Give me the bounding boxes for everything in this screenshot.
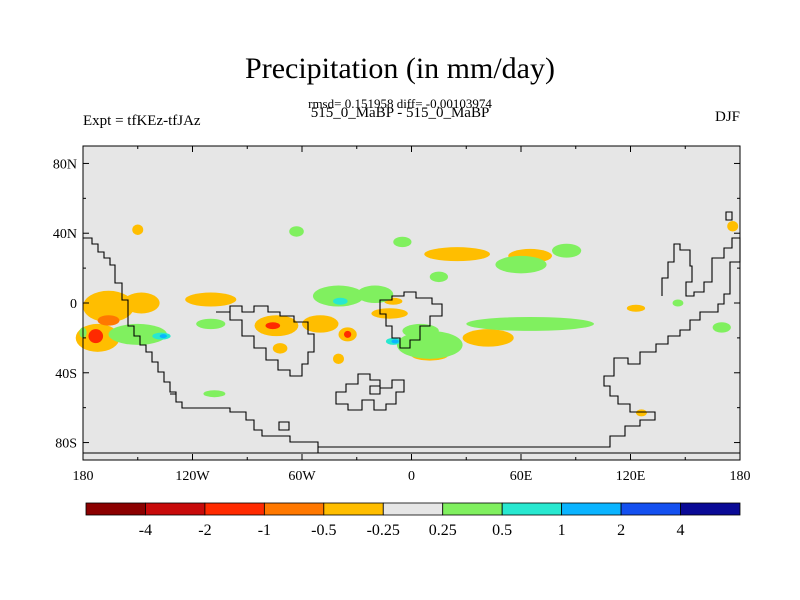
y-tick-label: 40S	[55, 367, 77, 382]
colorbar-label: -0.5	[311, 522, 336, 539]
colorbar-bin	[323, 502, 384, 516]
anomaly-patch	[302, 315, 339, 333]
x-tick-label: 60W	[288, 469, 316, 484]
season-label: DJF	[714, 109, 740, 125]
anomaly-patch	[462, 329, 514, 347]
anomaly-patch	[672, 299, 684, 307]
anomaly-patch	[371, 308, 408, 319]
x-tick-label: 60E	[510, 469, 533, 484]
y-tick-label: 0	[70, 297, 77, 312]
colorbar-label: 2	[617, 522, 625, 539]
anomaly-patch	[196, 318, 226, 330]
anomaly-patch	[333, 297, 348, 305]
x-tick-label: 120W	[175, 469, 210, 484]
colorbar-bin	[204, 502, 265, 516]
colorbar: -4 -2 -1 -0.5 -0.25 0.25 0.5 1 2 4	[85, 502, 741, 539]
latitude-axis: 80N 40N 0 40S 80S	[53, 157, 740, 452]
anomaly-patch	[185, 292, 237, 307]
experiment-label: Expt = tfKEz-tfJAz	[83, 113, 201, 129]
colorbar-label: 4	[677, 522, 685, 539]
longitude-axis: 180 120W 60W 0 60E 120E 180	[73, 146, 751, 484]
anomaly-patch	[727, 221, 739, 232]
anomaly-patch	[552, 243, 582, 258]
y-tick-label: 80N	[53, 157, 77, 172]
anomaly-patch	[466, 316, 594, 331]
anomaly-patch	[265, 322, 281, 330]
anomaly-patch	[391, 339, 399, 344]
x-tick-label: 180	[730, 469, 751, 484]
x-tick-label: 120E	[616, 469, 646, 484]
anomaly-patch	[626, 304, 646, 312]
colorbar-bin	[85, 502, 146, 516]
anomaly-patch	[108, 323, 167, 345]
chart-subtitle: 515_0_MaBP - 515_0_MaBP	[310, 105, 490, 121]
anomaly-patch	[402, 323, 439, 338]
anomaly-patch	[123, 292, 160, 314]
anomaly-patch	[333, 353, 344, 365]
colorbar-label: -4	[139, 522, 152, 539]
x-tick-label: 0	[408, 469, 415, 484]
anomaly-patch	[289, 226, 304, 237]
anomaly-patch	[429, 271, 448, 283]
y-tick-label: 40N	[53, 227, 77, 242]
colorbar-label: 1	[558, 522, 566, 539]
anomaly-patch	[356, 285, 394, 303]
y-tick-label: 80S	[55, 437, 77, 452]
anomaly-patch	[88, 329, 104, 344]
anomaly-patch	[83, 290, 135, 323]
colorbar-label: -0.25	[367, 522, 400, 539]
x-tick-label: 180	[73, 469, 94, 484]
rmsd-diff-stats: rmsd= 0.151958 diff= -0.00103974	[308, 96, 492, 111]
anomaly-patch	[396, 330, 463, 359]
colorbar-bin	[680, 502, 741, 516]
coastline-outline	[83, 211, 741, 454]
colorbar-label: 0.5	[492, 522, 512, 539]
anomaly-patch	[159, 334, 167, 339]
anomaly-patches	[75, 221, 739, 417]
colorbar-bin	[561, 502, 622, 516]
colorbar-bin	[620, 502, 681, 516]
colorbar-bin	[263, 502, 325, 516]
anomaly-patch	[393, 236, 412, 248]
anomaly-patch	[495, 255, 547, 274]
anomaly-patch	[712, 322, 731, 333]
colorbar-bin	[501, 502, 563, 516]
chart-title: Precipitation (in mm/day)	[245, 52, 555, 85]
anomaly-patch	[424, 247, 490, 262]
colorbar-bin	[442, 502, 503, 516]
anomaly-patch	[635, 409, 647, 417]
colorbar-bin	[145, 502, 206, 516]
colorbar-label: 0.25	[429, 522, 457, 539]
anomaly-patch	[312, 285, 365, 307]
anomaly-patch	[343, 330, 352, 338]
colorbar-label: -2	[198, 522, 211, 539]
anomaly-patch	[132, 224, 144, 235]
colorbar-label: -1	[258, 522, 271, 539]
anomaly-patch	[272, 343, 288, 354]
colorbar-bin	[382, 502, 444, 516]
anomaly-patch	[97, 315, 120, 326]
anomaly-patch	[203, 390, 226, 398]
